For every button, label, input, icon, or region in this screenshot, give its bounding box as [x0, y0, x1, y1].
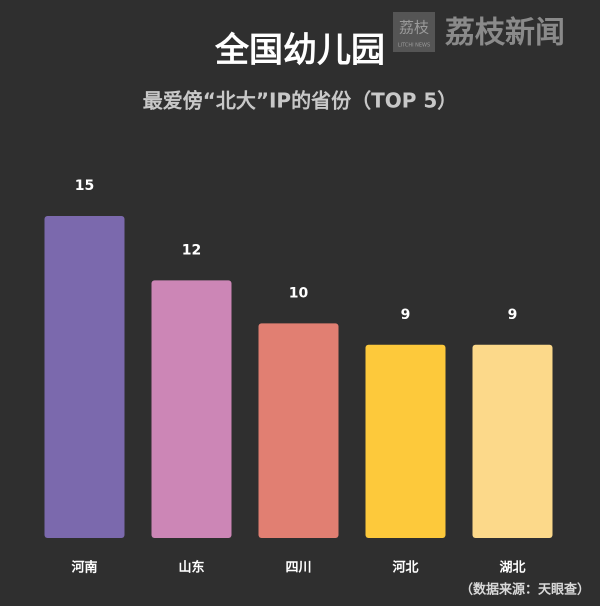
source-note: （数据来源：天眼查） [460, 582, 590, 598]
bar [151, 280, 232, 538]
value-label: 9 [401, 307, 411, 323]
value-label: 12 [182, 242, 201, 258]
x-tick-label: 山东 [178, 560, 204, 576]
chart-subtitle: 最爱傍“北大”IP的省份（TOP 5） [143, 89, 458, 113]
logo-text: 荔枝 [399, 19, 429, 37]
bar [44, 216, 125, 538]
chart-title: 全国幼儿园 [214, 31, 385, 71]
watermark: 荔枝新闻 [445, 16, 565, 51]
value-label: 15 [75, 178, 94, 194]
bar [365, 344, 446, 538]
bar [258, 323, 339, 538]
value-label: 9 [508, 307, 518, 323]
bar [472, 344, 553, 538]
x-tick-label: 河南 [71, 560, 97, 576]
logo-box [393, 12, 435, 52]
value-label: 10 [289, 285, 309, 301]
x-tick-label: 河北 [392, 560, 418, 576]
x-tick-label: 湖北 [499, 561, 525, 576]
x-tick-label: 四川 [285, 561, 311, 576]
logo-subtext: LITCHI NEWS [398, 43, 430, 49]
